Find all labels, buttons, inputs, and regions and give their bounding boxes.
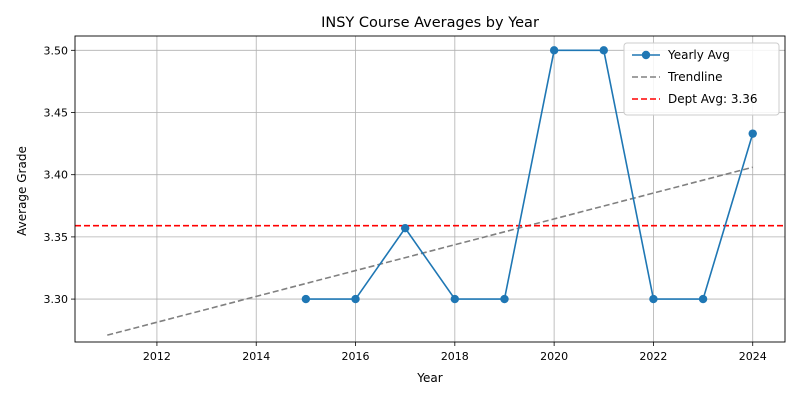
- yearly-avg-point: [549, 46, 559, 55]
- yearly-avg-point: [599, 46, 608, 55]
- x-tick-label: 2022: [639, 350, 667, 363]
- y-axis-label: Average Grade: [15, 146, 29, 236]
- series-layer: [75, 46, 785, 336]
- x-axis-ticks: 2012 2014 2016 2018 2020 2022 2024: [143, 342, 767, 363]
- y-tick-label: 3.35: [44, 231, 69, 244]
- legend-label: Trendline: [667, 70, 723, 84]
- x-axis-label: Year: [416, 371, 442, 385]
- yearly-avg-line: [305, 49, 754, 300]
- yearly-avg-point: [301, 294, 311, 304]
- x-tick-label: 2016: [342, 350, 370, 363]
- y-axis-ticks: 3.30 3.35 3.40 3.45 3.50: [44, 44, 75, 306]
- y-tick-label: 3.45: [44, 107, 69, 120]
- trendline: [107, 166, 753, 336]
- x-tick-label: 2012: [143, 350, 171, 363]
- x-tick-label: 2020: [540, 350, 568, 363]
- yearly-avg-point: [450, 294, 460, 304]
- chart-title: INSY Course Averages by Year: [321, 15, 539, 31]
- y-tick-label: 3.30: [44, 293, 69, 306]
- x-tick-label: 2018: [441, 350, 469, 363]
- legend: Yearly Avg Trendline Dept Avg: 3.36: [623, 42, 780, 116]
- yearly-avg-point: [500, 294, 509, 304]
- plot-frame: [74, 35, 786, 343]
- yearly-avg-point: [400, 223, 410, 233]
- legend-swatch-marker: [641, 50, 651, 60]
- yearly-avg-point: [351, 294, 360, 304]
- legend-box: [623, 42, 780, 116]
- legend-label: Yearly Avg: [667, 48, 730, 62]
- y-tick-label: 3.40: [44, 169, 69, 182]
- x-tick-label: 2014: [242, 350, 270, 363]
- y-tick-label: 3.50: [44, 44, 69, 57]
- yearly-avg-point: [649, 294, 658, 304]
- yearly-avg-point: [748, 129, 757, 138]
- yearly-avg-point: [698, 294, 708, 304]
- legend-label: Dept Avg: 3.36: [668, 92, 758, 106]
- x-tick-label: 2024: [739, 350, 767, 363]
